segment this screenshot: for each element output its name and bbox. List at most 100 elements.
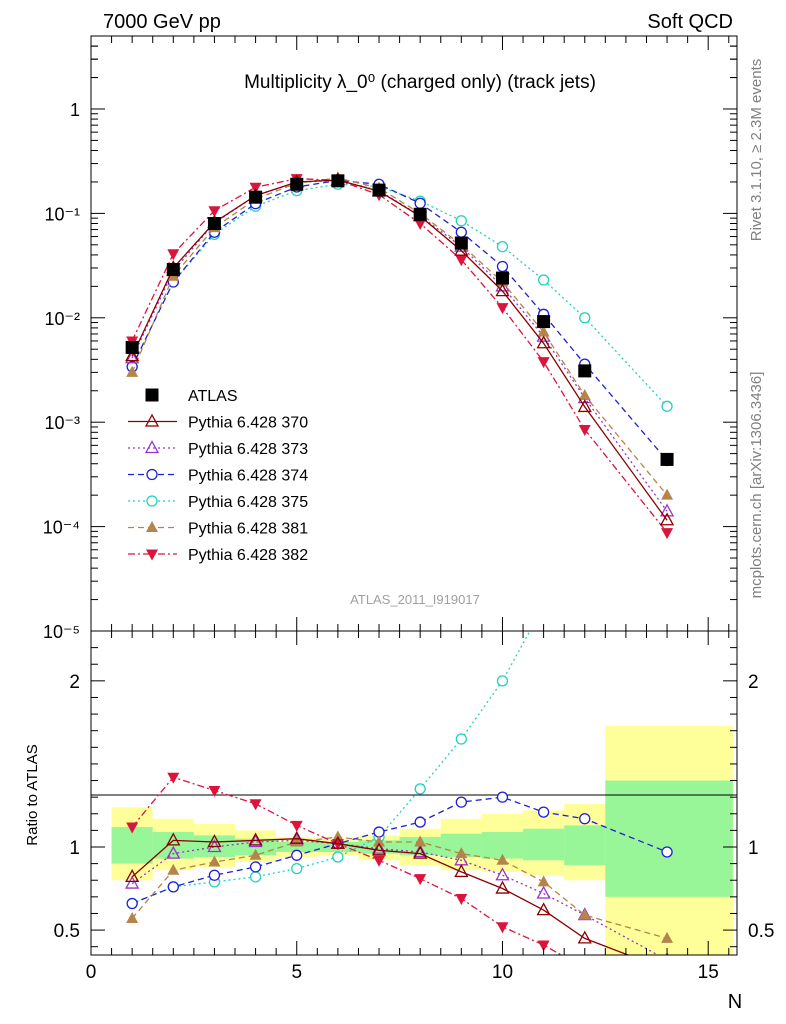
point-375-10: [496, 675, 509, 687]
point-382-3: [208, 786, 221, 798]
point-370-8: [413, 845, 428, 859]
point-ATLAS-3: [207, 216, 221, 230]
y-tick-label: 1: [70, 100, 80, 120]
point-ATLAS-12: [578, 364, 592, 378]
point-370-11: [536, 335, 551, 349]
point-381-12: [578, 908, 591, 920]
point-374-12: [579, 813, 591, 825]
point-381-1: [126, 365, 139, 377]
main-panel: 10⁻⁵ 10⁻⁴ 10⁻³ 10⁻² 10⁻¹ 1 Multiplicity λ_0⁰ …: [43, 35, 738, 642]
band-inner-12: [605, 780, 733, 897]
point-ATLAS-8: [413, 207, 427, 221]
point-370-1: [125, 348, 140, 362]
point-375-14: [661, 400, 673, 412]
chart-title: Multiplicity λ_0⁰ (charged only) (track …: [244, 72, 596, 93]
point-375-4: [249, 871, 262, 883]
point-374-3: [208, 869, 221, 881]
legend-item-382: Pythia 6.428 382: [128, 547, 308, 564]
legend-label-373: Pythia 6.428 373: [188, 441, 308, 458]
legend-marker-375: [146, 495, 158, 507]
legend-item-370: Pythia 6.428 370: [128, 413, 308, 432]
point-381-11: [537, 325, 550, 337]
point-374-1: [126, 897, 138, 910]
series-370: [125, 830, 673, 974]
legend-item-373: Pythia 6.428 373: [128, 440, 308, 458]
series-374: [126, 791, 673, 910]
series-ATLAS: [125, 174, 674, 466]
point-382-14: [661, 528, 674, 540]
legend-item-ATLAS: ATLAS: [145, 388, 238, 405]
point-ATLAS-7: [372, 183, 386, 197]
point-370-12: [577, 930, 592, 944]
legend-marker-370: [144, 413, 160, 427]
legend-item-381: Pythia 6.428 381: [128, 521, 308, 538]
series-line-370: [131, 838, 630, 955]
point-382-3: [208, 206, 221, 218]
ratio-y-tick-label: 2: [69, 672, 80, 693]
point-381-10: [496, 853, 509, 865]
point-382-8: [414, 218, 427, 230]
y-tick-label: 10⁻¹: [44, 204, 80, 224]
legend-label-ATLAS: ATLAS: [188, 388, 238, 405]
point-382-10: [496, 922, 509, 934]
point-373-11: [536, 885, 551, 899]
main-data-layer: [125, 171, 675, 540]
point-370-7: [371, 842, 387, 856]
legend: ATLAS Pythia 6.428 370 Pythia 6.428 373 Pyt…: [128, 388, 308, 564]
y-tick-label: 10⁻⁵: [43, 622, 80, 642]
point-381-8: [414, 835, 427, 847]
point-381-7: [373, 835, 386, 847]
point-370-14: [661, 963, 673, 974]
point-381-2: [167, 863, 180, 875]
legend-marker-381: [146, 521, 158, 532]
x-tick-label: 0: [86, 962, 97, 983]
legend-marker-382: [146, 549, 158, 561]
point-370-9: [454, 864, 469, 878]
y-tick-label: 10⁻⁴: [43, 518, 80, 538]
legend-item-374: Pythia 6.428 374: [128, 468, 308, 485]
point-370-4: [248, 832, 263, 846]
ratio-panel: 0.5 0.5 1 1 2 2 0 5 10 15 Ratio to ATLAS N: [24, 476, 774, 1013]
x-tick-label: 5: [291, 962, 302, 983]
point-381-14: [661, 931, 674, 943]
point-ATLAS-14: [660, 452, 674, 466]
point-382-10: [496, 303, 509, 315]
point-ATLAS-5: [290, 177, 304, 191]
ratio-ylabel: Ratio to ATLAS: [24, 744, 41, 845]
legend-label-374: Pythia 6.428 374: [188, 468, 308, 485]
point-ATLAS-9: [454, 236, 468, 250]
band-inner-8: [440, 833, 482, 857]
legend-item-375: Pythia 6.428 375: [128, 494, 308, 511]
ratio-data-layer: [125, 476, 674, 975]
point-373-10: [495, 867, 510, 881]
header-left: 7000 GeV pp: [103, 11, 221, 33]
point-375-12: [580, 476, 590, 486]
point-370-10: [495, 880, 510, 894]
point-382-9: [455, 255, 468, 267]
legend-label-375: Pythia 6.428 375: [188, 494, 308, 511]
point-375-9: [455, 215, 467, 227]
legend-marker-373: [144, 440, 160, 454]
series-382: [126, 772, 591, 975]
point-374-10: [496, 791, 509, 803]
point-382-12: [578, 425, 591, 437]
point-373-14: [659, 503, 675, 517]
point-382-12: [579, 964, 591, 975]
point-375-11: [539, 601, 549, 611]
point-382-5: [290, 820, 303, 832]
series-381: [126, 830, 674, 943]
band-inner-6: [358, 840, 400, 854]
ratio-y-tick-label-right: 0.5: [748, 921, 774, 942]
point-374-5: [291, 849, 303, 861]
header-right: Soft QCD: [647, 11, 733, 33]
point-373-1: [125, 875, 140, 889]
mcplots-label: mcplots.cern.ch [arXiv:1306.3436]: [748, 372, 765, 599]
point-381-12: [578, 389, 591, 401]
ratio-ticks: 0.5 0.5 1 1 2 2 0 5 10 15: [54, 631, 774, 983]
point-375-9: [455, 733, 467, 745]
y-tick-label: 10⁻³: [44, 413, 80, 433]
point-370-9: [454, 242, 469, 256]
ratio-y-tick-label-right: 2: [748, 672, 759, 693]
point-374-8: [414, 197, 426, 209]
point-373-1: [125, 350, 140, 364]
